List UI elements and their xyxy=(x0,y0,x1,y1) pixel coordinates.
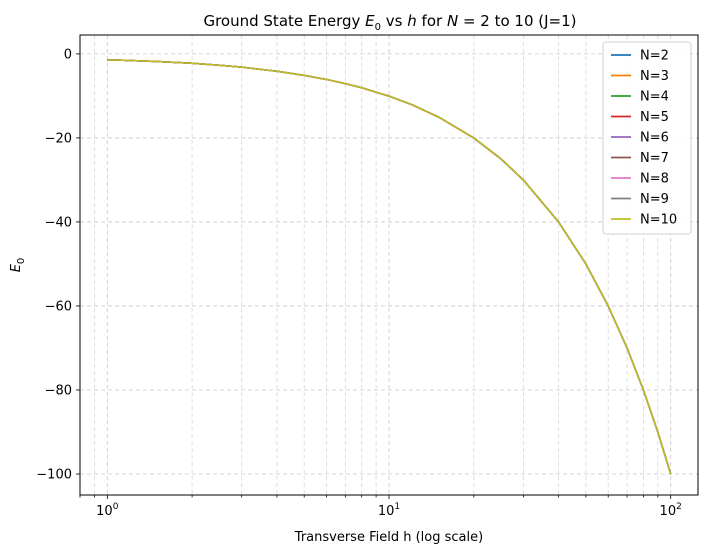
y-tick-label: −40 xyxy=(45,215,72,230)
x-tick-label: 101 xyxy=(378,502,400,519)
y-tick-label: 0 xyxy=(64,47,72,62)
legend-label-n-6: N=6 xyxy=(640,131,669,146)
x-tick-label: 102 xyxy=(660,502,682,519)
axis-ticks: 100 101 102 0 −20 −40 −60 −80 −100 xyxy=(36,47,682,519)
legend-label-n-10: N=10 xyxy=(640,213,677,228)
legend-label-n-2: N=2 xyxy=(640,49,669,64)
legend-box xyxy=(602,41,692,235)
legend-label-n-9: N=9 xyxy=(640,192,669,207)
y-axis-label: E0 xyxy=(9,258,27,273)
y-tick-label: −80 xyxy=(45,383,72,398)
legend-label-n-5: N=5 xyxy=(640,110,669,125)
grid-lines xyxy=(79,35,698,495)
legend-label-n-7: N=7 xyxy=(640,151,669,166)
series-lines xyxy=(107,59,672,475)
y-tick-label: −100 xyxy=(36,467,72,482)
legend-label-n-8: N=8 xyxy=(640,172,669,187)
legend-label-n-4: N=4 xyxy=(640,90,669,105)
y-tick-label: −20 xyxy=(45,131,72,146)
series-line-n-10 xyxy=(107,59,672,475)
chart-title: Ground State Energy E0 vs h for N = 2 to… xyxy=(203,12,576,33)
legend-label-n-3: N=3 xyxy=(640,69,669,84)
legend: N=2 N=3 N=4 N=5 N=6 N=7 N=8 N=9 N=10 xyxy=(602,41,692,235)
x-tick-label: 100 xyxy=(96,502,119,519)
y-tick-label: −60 xyxy=(45,299,72,314)
x-axis-label: Transverse Field h (log scale) xyxy=(294,530,483,545)
